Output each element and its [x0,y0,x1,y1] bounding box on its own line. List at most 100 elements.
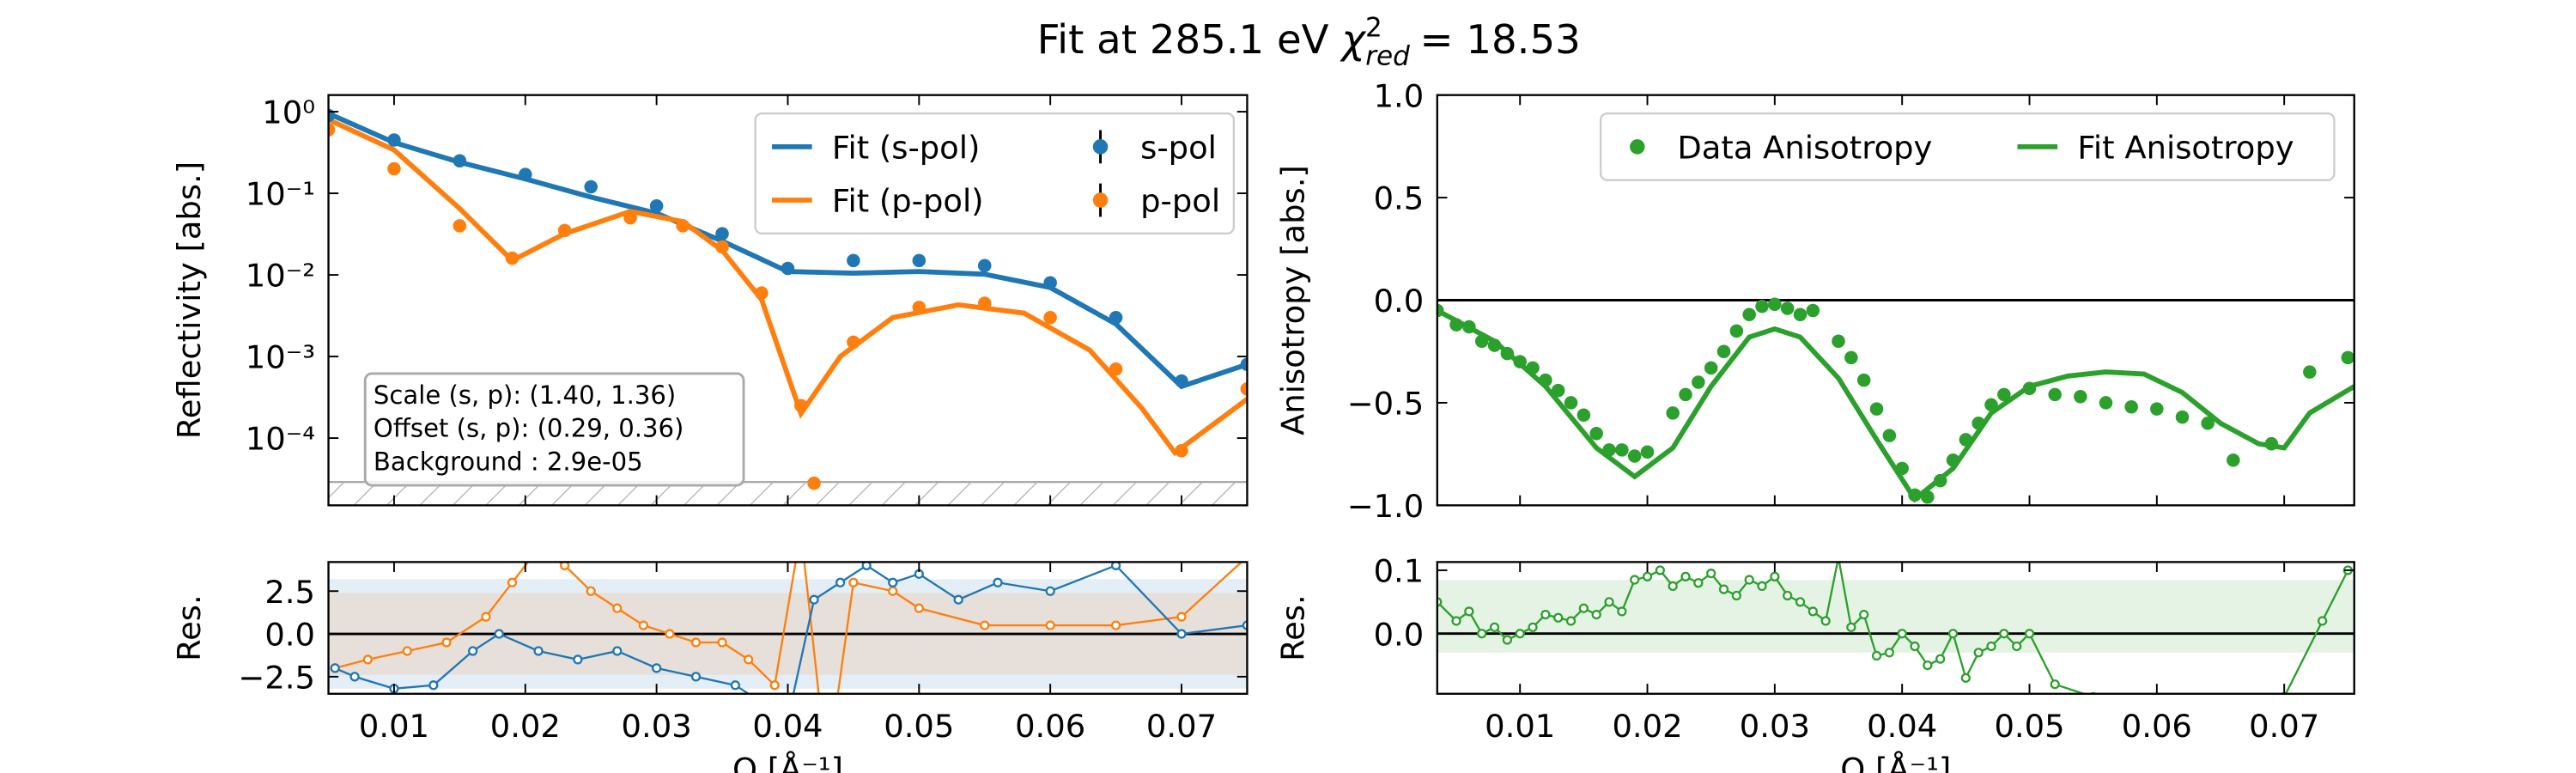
data-point [807,476,821,490]
legend-label: Fit (p-pol) [832,183,984,220]
data-point [1871,650,1882,661]
data-point [1744,575,1754,585]
data-point [557,223,572,238]
data-point [953,594,963,605]
data-point [1176,612,1187,622]
data-point [1795,597,1806,607]
data-point [1175,444,1188,458]
data-point [1679,387,1692,402]
y-tick-label: 0.1 [1374,553,1425,590]
x-tick-label: 0.02 [490,708,561,745]
data-point [1947,629,1959,639]
data-point [428,680,439,691]
data-point [730,680,740,691]
residual-band [1437,580,2354,653]
data-point [453,154,467,168]
data-point [1630,575,1640,585]
series-line [334,562,1243,694]
y-tick-label: 0.0 [1374,283,1425,320]
data-point [1528,622,1538,632]
data-point [2012,641,2022,652]
data-point [1642,571,1653,581]
data-point [2227,453,2240,467]
data-point [1768,297,1782,312]
data-point [2074,390,2087,404]
data-point [793,399,808,413]
data-point [1489,622,1500,632]
x-tick-label: 0.06 [1015,708,1085,745]
data-point [835,577,846,587]
data-point [743,654,754,665]
y-axis-label: Reflectivity [abs.] [171,161,208,439]
data-point [1615,443,1629,457]
data-point [912,301,927,314]
data-point [533,646,544,656]
data-point [612,646,623,656]
data-point [1742,307,1756,321]
data-point [2303,365,2317,379]
data-point [1718,584,1729,594]
data-point [1176,629,1187,639]
data-point [1666,406,1680,420]
data-point [2201,417,2215,430]
data-point [638,620,648,630]
data-point [1783,590,1793,601]
data-point [1553,612,1564,623]
annotation-text: Scale (s, p): (1.40, 1.36) [374,380,676,410]
data-point [441,637,452,648]
data-point [1770,571,1780,581]
data-point [1692,375,1705,389]
annotation-text: Background : 2.9e-05 [374,447,643,477]
data-point [1043,310,1057,325]
data-point [1175,374,1188,388]
x-tick-label: 0.01 [359,708,429,745]
data-point [1997,387,2011,402]
data-point [468,646,478,656]
data-point [1986,641,1996,652]
data-point [1869,402,1884,416]
data-point [1706,569,1716,579]
data-point [1640,445,1655,460]
data-point [328,123,336,137]
data-point [1755,299,1769,313]
data-point [623,210,637,225]
data-point [1793,307,1807,321]
y-tick-label: 10⁻⁴ [246,421,315,458]
data-point [402,646,412,656]
data-point [847,253,860,268]
y-tick-label: 10⁰ [262,94,315,131]
data-point [2024,629,2035,639]
plot-area [328,562,1248,694]
data-point [888,586,898,596]
data-point [1540,609,1551,620]
data-point [717,637,727,648]
title-subscript: red [1365,41,1410,72]
data-point [1591,609,1601,620]
data-point [453,219,467,233]
data-point [1859,609,1869,620]
data-point [387,133,401,147]
data-point [1846,622,1856,632]
data-point [1451,616,1461,626]
data-point [2341,350,2354,365]
data-point [769,680,780,691]
data-point [652,663,662,673]
data-point [888,577,898,587]
data-point [1043,276,1057,290]
data-point [977,296,992,310]
data-point [690,672,702,682]
data-point [1716,344,1731,358]
data-point [1240,357,1248,372]
data-point [494,629,504,639]
data-point [1564,396,1578,410]
y-tick-label: 1.0 [1374,77,1425,114]
data-point [809,594,819,605]
data-point [980,620,990,630]
y-tick-label: 10⁻² [246,258,315,295]
data-point [2175,410,2190,424]
data-point [2318,616,2328,626]
x-tick-label: 0.06 [2122,708,2192,745]
data-point [1897,629,1907,639]
